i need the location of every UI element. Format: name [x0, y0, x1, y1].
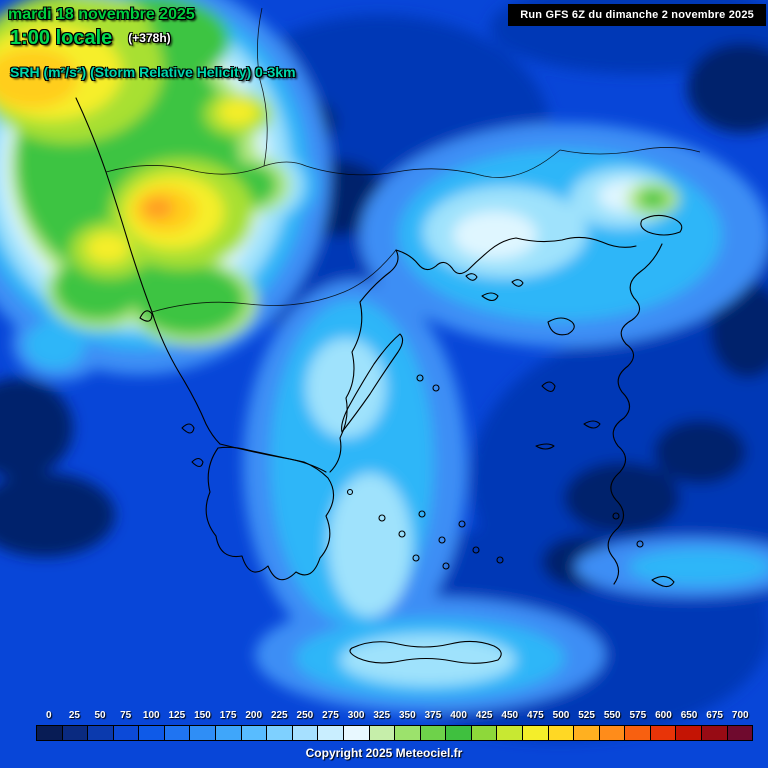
legend-cell	[62, 726, 89, 740]
legend-cell	[190, 726, 217, 740]
legend-cell	[702, 726, 728, 740]
legend-cell	[676, 726, 703, 740]
legend-colorbar	[36, 725, 753, 741]
legend-cell	[420, 726, 447, 740]
legend-cell	[650, 726, 677, 740]
legend-tick-label: 450	[501, 710, 519, 721]
legend-cell	[395, 726, 421, 740]
copyright-text: Copyright 2025 Meteociel.fr	[305, 746, 463, 760]
legend-cell	[292, 726, 319, 740]
legend-cell	[522, 726, 549, 740]
legend-tick-label: 225	[270, 710, 288, 721]
legend-tick-label: 0	[46, 710, 52, 721]
legend-cell	[318, 726, 344, 740]
legend-cell	[599, 726, 626, 740]
legend-tick-label: 150	[194, 710, 211, 721]
legend-tick-label: 25	[68, 710, 80, 721]
legend-tick-label: 525	[578, 710, 595, 721]
helicity-field	[0, 0, 768, 740]
forecast-local-time: 1:00 locale	[10, 27, 113, 49]
legend-tick-label: 250	[296, 710, 314, 721]
legend-labels: 0 25 50 75 100 125 150 175 200 225 250 275 300 325 350…	[36, 710, 753, 721]
legend-cell	[727, 726, 753, 740]
legend-tick-label: 500	[552, 710, 570, 721]
legend-tick-label: 675	[706, 710, 723, 721]
legend-cell	[216, 726, 242, 740]
legend-tick-label: 200	[245, 710, 263, 721]
legend-tick-label: 325	[373, 710, 391, 721]
legend-cell	[625, 726, 651, 740]
forecast-date: mardi 18 novembre 2025	[8, 6, 195, 23]
legend-tick-label: 700	[731, 710, 749, 721]
legend-cell	[88, 726, 114, 740]
legend-cell	[113, 726, 140, 740]
legend-tick-label: 600	[655, 710, 672, 721]
legend-tick-label: 175	[219, 710, 237, 721]
legend-cell	[548, 726, 575, 740]
legend-tick-label: 100	[142, 710, 160, 721]
model-run-info: Run GFS 6Z du dimanche 2 novembre 2025	[508, 4, 766, 26]
country-borders	[105, 7, 701, 313]
legend-cell	[471, 726, 498, 740]
legend-tick-label: 575	[629, 710, 647, 721]
legend-cell	[343, 726, 370, 740]
legend-tick-label: 275	[322, 710, 339, 721]
legend-tick-label: 650	[680, 710, 698, 721]
legend-cell	[37, 726, 63, 740]
legend-tick-label: 425	[475, 710, 493, 721]
legend-tick-label: 75	[120, 710, 132, 721]
forecast-hour-offset: (+378h)	[128, 31, 171, 45]
legend-tick-label: 300	[347, 710, 365, 721]
legend-cell	[574, 726, 600, 740]
legend-cell	[241, 726, 268, 740]
legend-cell	[267, 726, 293, 740]
legend-tick-label: 125	[168, 710, 186, 721]
legend-cell	[446, 726, 472, 740]
legend-cell	[164, 726, 191, 740]
legend-tick-label: 550	[603, 710, 621, 721]
legend-tick-label: 375	[424, 710, 442, 721]
legend-tick-label: 400	[450, 710, 467, 721]
forecast-time-row: 1:00 locale (+378h)	[10, 27, 171, 50]
coastlines	[75, 97, 683, 664]
legend-cell	[497, 726, 523, 740]
legend-tick-label: 475	[527, 710, 544, 721]
parameter-title: SRH (m²/s²) (Storm Relative Helicity) 0-…	[10, 64, 296, 80]
legend-tick-label: 50	[94, 710, 106, 721]
legend-cell	[139, 726, 165, 740]
legend-cell	[369, 726, 396, 740]
legend-tick-label: 350	[398, 710, 416, 721]
